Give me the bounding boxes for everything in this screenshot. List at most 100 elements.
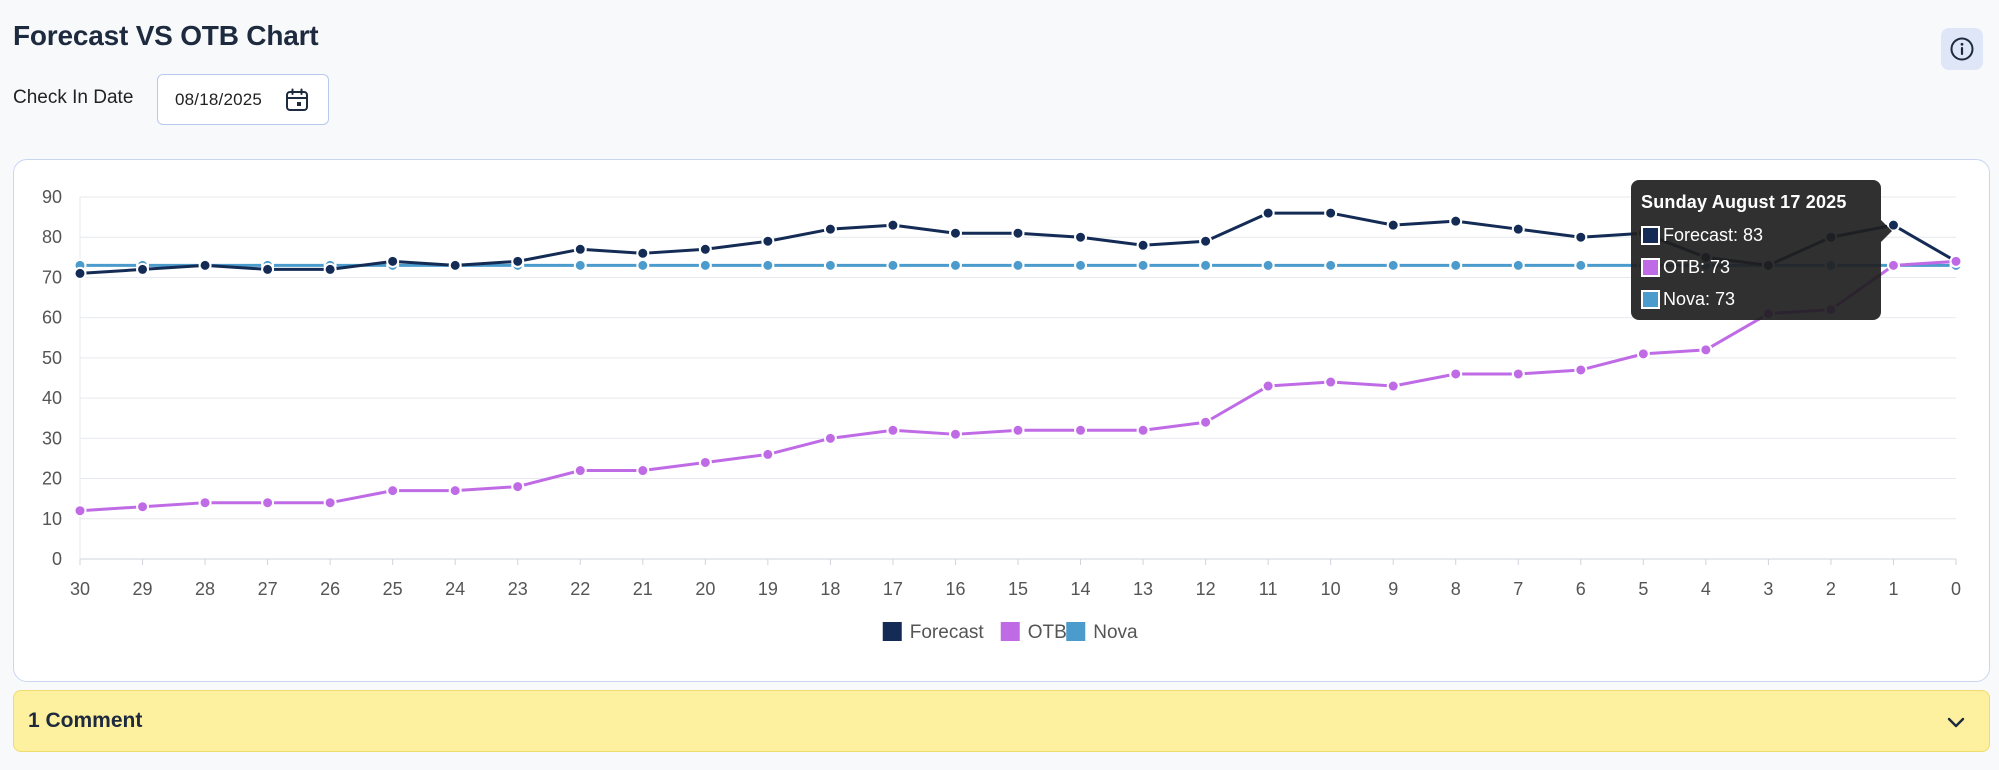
data-point-forecast xyxy=(573,242,587,256)
data-point-forecast xyxy=(136,262,150,276)
x-tick-label: 26 xyxy=(320,579,340,599)
data-point-forecast xyxy=(636,246,650,260)
x-tick-label: 24 xyxy=(445,579,465,599)
data-point-otb xyxy=(73,504,87,518)
tooltip-row: OTB: 73 xyxy=(1641,251,1871,283)
x-tick-label: 20 xyxy=(695,579,715,599)
data-point-nova xyxy=(1449,258,1463,272)
chevron-down-icon[interactable] xyxy=(1945,711,1967,733)
x-tick-label: 28 xyxy=(195,579,215,599)
check-in-date-label: Check In Date xyxy=(13,87,134,108)
data-point-nova xyxy=(886,258,900,272)
data-point-nova xyxy=(1511,258,1525,272)
data-point-otb xyxy=(511,480,525,494)
data-point-nova xyxy=(573,258,587,272)
data-point-otb xyxy=(761,447,775,461)
x-tick-label: 21 xyxy=(633,579,653,599)
x-tick-label: 17 xyxy=(883,579,903,599)
data-point-forecast xyxy=(1136,238,1150,252)
x-tick-label: 15 xyxy=(1008,579,1028,599)
x-tick-label: 12 xyxy=(1196,579,1216,599)
x-tick-label: 23 xyxy=(508,579,528,599)
data-point-forecast xyxy=(1261,206,1275,220)
data-point-forecast xyxy=(1574,230,1588,244)
data-point-forecast xyxy=(948,226,962,240)
data-point-otb xyxy=(698,455,712,469)
data-point-nova xyxy=(698,258,712,272)
chart-tooltip: Sunday August 17 2025 Forecast: 83 OTB: 7… xyxy=(1631,180,1892,320)
tooltip-swatch xyxy=(1641,257,1660,277)
data-point-otb xyxy=(1261,379,1275,393)
x-tick-label: 27 xyxy=(258,579,278,599)
y-tick-label: 50 xyxy=(42,348,62,368)
data-point-otb xyxy=(1011,423,1025,437)
check-in-date-value: 08/18/2025 xyxy=(175,89,263,109)
data-point-forecast xyxy=(198,258,212,272)
x-tick-label: 3 xyxy=(1763,579,1773,599)
data-point-nova xyxy=(1574,258,1588,272)
data-point-otb xyxy=(823,431,837,445)
info-button[interactable] xyxy=(1941,28,1983,70)
comments-accordion[interactable]: 1 Comment xyxy=(13,690,1990,752)
data-point-otb xyxy=(1386,379,1400,393)
x-tick-label: 9 xyxy=(1388,579,1398,599)
data-point-forecast xyxy=(261,262,275,276)
data-point-forecast xyxy=(511,254,525,268)
x-tick-label: 29 xyxy=(133,579,153,599)
x-tick-label: 6 xyxy=(1576,579,1586,599)
data-point-otb xyxy=(1886,258,1900,272)
page-title: Forecast VS OTB Chart xyxy=(13,20,319,51)
x-tick-label: 2 xyxy=(1826,579,1836,599)
data-point-forecast xyxy=(1199,234,1213,248)
x-tick-label: 4 xyxy=(1701,579,1711,599)
data-point-nova xyxy=(948,258,962,272)
y-tick-label: 90 xyxy=(42,187,62,207)
data-point-nova xyxy=(1386,258,1400,272)
data-point-otb xyxy=(448,484,462,498)
data-point-forecast xyxy=(448,258,462,272)
tooltip-row-text: Forecast: 83 xyxy=(1663,224,1764,245)
data-point-forecast xyxy=(1324,206,1338,220)
y-tick-label: 70 xyxy=(42,267,62,287)
x-tick-label: 1 xyxy=(1888,579,1898,599)
tooltip-row: Nova: 73 xyxy=(1641,283,1871,315)
data-point-otb xyxy=(1136,423,1150,437)
tooltip-title: Sunday August 17 2025 xyxy=(1641,192,1847,212)
data-point-nova xyxy=(1011,258,1025,272)
data-point-forecast xyxy=(1386,218,1400,232)
data-point-otb xyxy=(198,496,212,510)
data-point-nova xyxy=(761,258,775,272)
data-point-nova xyxy=(1261,258,1275,272)
x-tick-label: 8 xyxy=(1451,579,1461,599)
data-point-forecast xyxy=(1449,214,1463,228)
data-point-forecast xyxy=(386,254,400,268)
data-point-otb xyxy=(948,427,962,441)
legend-label: Nova xyxy=(1093,622,1138,643)
x-tick-label: 5 xyxy=(1638,579,1648,599)
y-tick-label: 80 xyxy=(42,227,62,247)
tooltip-row-text: OTB: 73 xyxy=(1663,256,1731,277)
legend-label: OTB xyxy=(1028,622,1067,643)
comments-count-label: 1 Comment xyxy=(28,709,143,732)
data-point-otb xyxy=(1449,367,1463,381)
data-point-otb xyxy=(1574,363,1588,377)
data-point-otb xyxy=(573,464,587,478)
x-tick-label: 25 xyxy=(383,579,403,599)
data-point-nova xyxy=(1324,258,1338,272)
data-point-nova xyxy=(1074,258,1088,272)
check-in-date-picker[interactable]: 08/18/2025 xyxy=(157,74,329,125)
data-point-forecast xyxy=(1011,226,1025,240)
data-point-forecast xyxy=(323,262,337,276)
y-tick-label: 10 xyxy=(42,509,62,529)
data-point-forecast xyxy=(761,234,775,248)
x-tick-label: 16 xyxy=(945,579,965,599)
legend-swatch xyxy=(882,622,902,641)
data-point-forecast xyxy=(1511,222,1525,236)
data-point-otb xyxy=(1074,423,1088,437)
calendar-icon[interactable] xyxy=(284,87,310,113)
x-tick-label: 7 xyxy=(1513,579,1523,599)
tooltip-swatch xyxy=(1641,289,1660,309)
info-circle-icon xyxy=(1950,37,1974,61)
data-point-nova xyxy=(1199,258,1213,272)
